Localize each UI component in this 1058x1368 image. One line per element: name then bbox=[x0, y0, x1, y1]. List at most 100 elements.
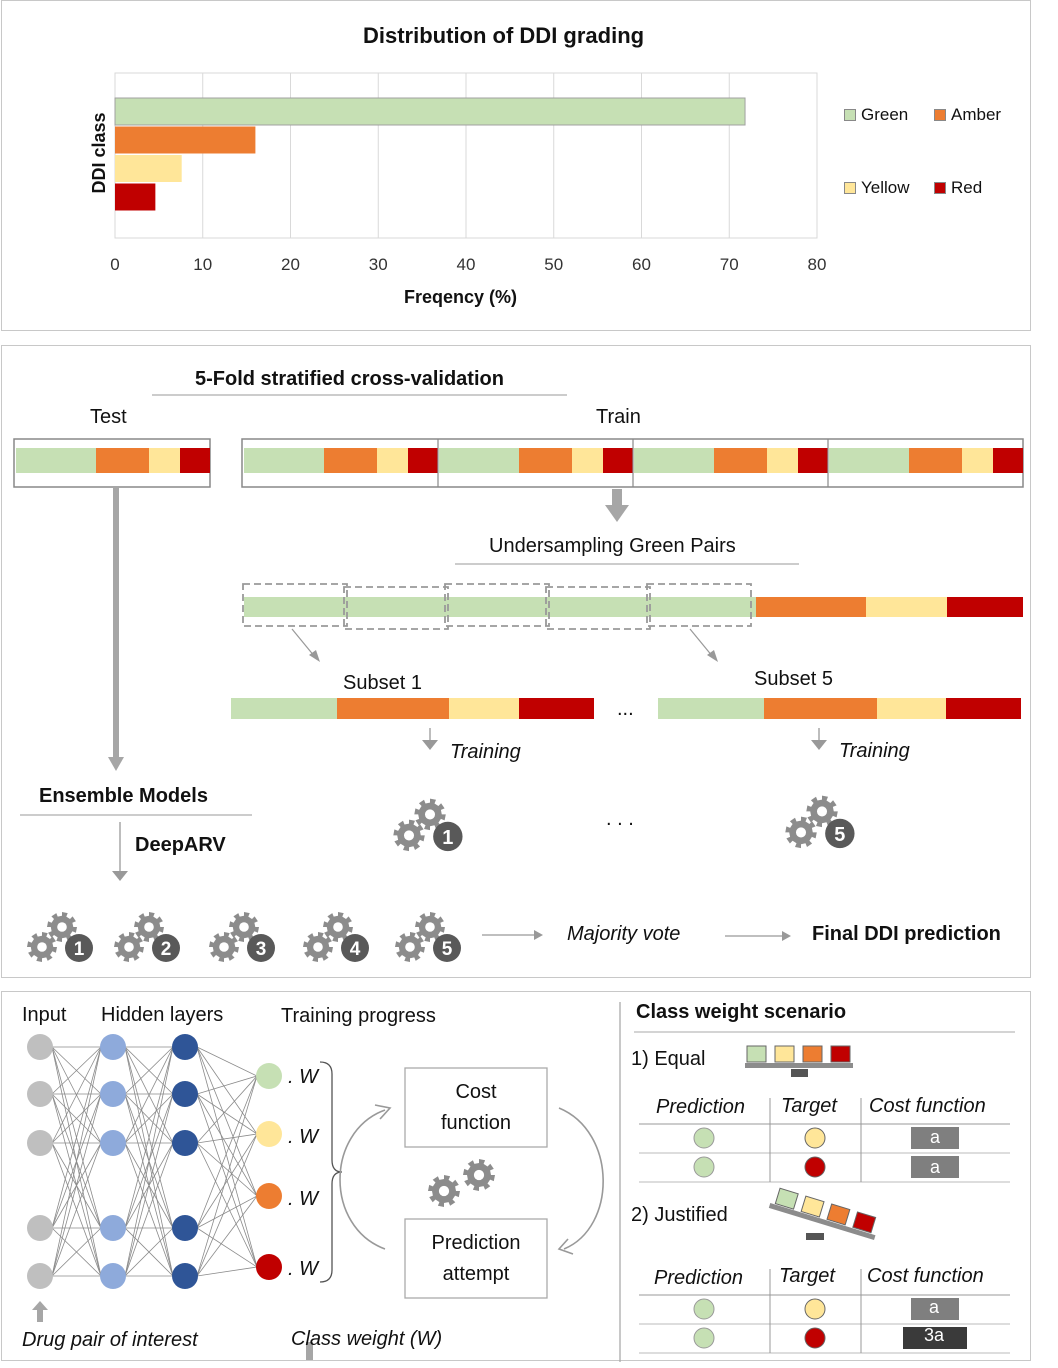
network-edge bbox=[124, 1093, 174, 1277]
bar-segment-red bbox=[798, 448, 828, 473]
network-edge bbox=[196, 1046, 258, 1268]
gear-icon bbox=[415, 912, 445, 942]
input-node bbox=[27, 1215, 53, 1241]
bar-segment-red bbox=[993, 448, 1023, 473]
gear-hole bbox=[219, 942, 229, 952]
gear-number: 4 bbox=[350, 939, 361, 960]
cost-box bbox=[911, 1298, 959, 1320]
bar-segment-yellow bbox=[377, 448, 408, 473]
network-edge bbox=[51, 1046, 102, 1229]
bar-chart: 0 10 20 30 40 50 60 70 80 bbox=[110, 72, 826, 274]
gear-icon bbox=[806, 795, 838, 828]
equal-table bbox=[639, 1098, 1010, 1183]
final-arrow bbox=[725, 931, 791, 941]
equal-col-target: Target bbox=[781, 1095, 837, 1117]
test-label: Test bbox=[90, 406, 127, 428]
network-edge bbox=[196, 1075, 258, 1144]
hidden-node-2 bbox=[172, 1130, 198, 1156]
arrow-head bbox=[112, 871, 128, 881]
gear-hole bbox=[473, 1169, 485, 1181]
weight-label-3: . W bbox=[288, 1188, 318, 1210]
bar-segment-yellow bbox=[962, 448, 993, 473]
subset-5-gears-icon: 5 bbox=[785, 795, 855, 849]
chart-title: Distribution of DDI grading bbox=[363, 23, 645, 48]
gear-hole bbox=[124, 942, 134, 952]
legend-amber: Amber bbox=[934, 105, 1001, 125]
gear-icon bbox=[323, 912, 353, 942]
equal-col-prediction: Prediction bbox=[656, 1096, 745, 1118]
gear-icon bbox=[463, 1159, 495, 1191]
down-arrow-icon bbox=[605, 505, 629, 522]
x-tick-label: 20 bbox=[281, 255, 300, 274]
cycle-arrowhead-left bbox=[374, 1104, 392, 1120]
legend-swatch-yellow bbox=[844, 182, 856, 194]
gear-hole bbox=[57, 922, 67, 932]
training-panel: Input Hidden layers Training progress . … bbox=[1, 991, 1031, 1362]
gear-number: 2 bbox=[161, 939, 172, 960]
cycle-arrow-right bbox=[558, 1107, 604, 1250]
subset-1-bar bbox=[231, 698, 594, 719]
training-label-5: Training bbox=[839, 740, 910, 762]
weight-block bbox=[774, 1045, 795, 1063]
network-edge bbox=[196, 1133, 258, 1144]
undersampling-label: Undersampling Green Pairs bbox=[489, 535, 736, 557]
undersample-amber bbox=[756, 597, 866, 617]
x-tick-label: 10 bbox=[193, 255, 212, 274]
prediction-attempt-line-2: attempt bbox=[442, 1263, 510, 1285]
gear-badge bbox=[247, 934, 275, 962]
cycle-arrowhead-right bbox=[557, 1238, 574, 1255]
subset-1-label: Subset 1 bbox=[343, 672, 422, 694]
network-edge bbox=[196, 1133, 258, 1277]
arrow-shaft bbox=[612, 489, 622, 505]
network-edge bbox=[196, 1093, 258, 1197]
output-node bbox=[256, 1121, 282, 1147]
cost-function-box bbox=[404, 1067, 548, 1148]
bar-segment-green bbox=[658, 698, 764, 719]
x-tick-label: 60 bbox=[632, 255, 651, 274]
undersample-green bbox=[244, 597, 756, 617]
scale-pivot bbox=[806, 1233, 824, 1240]
cycle-arrow-left bbox=[339, 1109, 386, 1250]
bar-segment-green bbox=[16, 448, 96, 473]
input-node bbox=[27, 1081, 53, 1107]
gear-badge bbox=[433, 934, 461, 962]
output-node bbox=[256, 1063, 282, 1089]
gear-icon bbox=[303, 932, 333, 962]
hidden-node-1 bbox=[100, 1215, 126, 1241]
network-edge bbox=[51, 1046, 102, 1277]
gear-hole bbox=[239, 922, 249, 932]
x-tick-label: 30 bbox=[369, 255, 388, 274]
gear-ellipsis: . . . bbox=[606, 808, 634, 830]
cv-title: 5-Fold stratified cross-validation bbox=[195, 368, 504, 390]
network-edge bbox=[51, 1093, 102, 1277]
deeparv-label: DeepARV bbox=[135, 834, 226, 856]
class-weight-label: Class weight (W) bbox=[291, 1328, 443, 1350]
legend-label-amber: Amber bbox=[951, 105, 1002, 124]
bar-green bbox=[114, 97, 746, 126]
gear-icon bbox=[395, 932, 425, 962]
arrow-head bbox=[707, 650, 718, 662]
gear-badge bbox=[433, 821, 463, 852]
network-edge bbox=[124, 1046, 174, 1229]
bar-segment-green bbox=[439, 448, 519, 473]
bar-segment-amber bbox=[714, 448, 767, 473]
bar-red bbox=[115, 183, 156, 211]
gear-hole bbox=[144, 922, 154, 932]
network-edge bbox=[124, 1046, 174, 1095]
gear-number: 5 bbox=[834, 824, 845, 846]
justified-cost-row-1: a bbox=[928, 1297, 940, 1317]
bar-segment-green bbox=[244, 448, 324, 473]
bar-segment-amber bbox=[324, 448, 377, 473]
bar-segment-red bbox=[519, 698, 594, 719]
bar-segment-red bbox=[946, 698, 1021, 719]
arrow-head bbox=[422, 740, 438, 750]
network-edge bbox=[51, 1046, 102, 1095]
cost-function-line-1: Cost bbox=[455, 1081, 497, 1103]
gear-badge bbox=[152, 934, 180, 962]
gear-number: 5 bbox=[442, 939, 453, 960]
ensemble-gears-icon: 3 bbox=[209, 912, 275, 962]
training-label-1: Training bbox=[450, 741, 521, 763]
bar-segment-yellow bbox=[877, 698, 946, 719]
bar-segment-green bbox=[231, 698, 337, 719]
bar-yellow bbox=[115, 155, 182, 182]
